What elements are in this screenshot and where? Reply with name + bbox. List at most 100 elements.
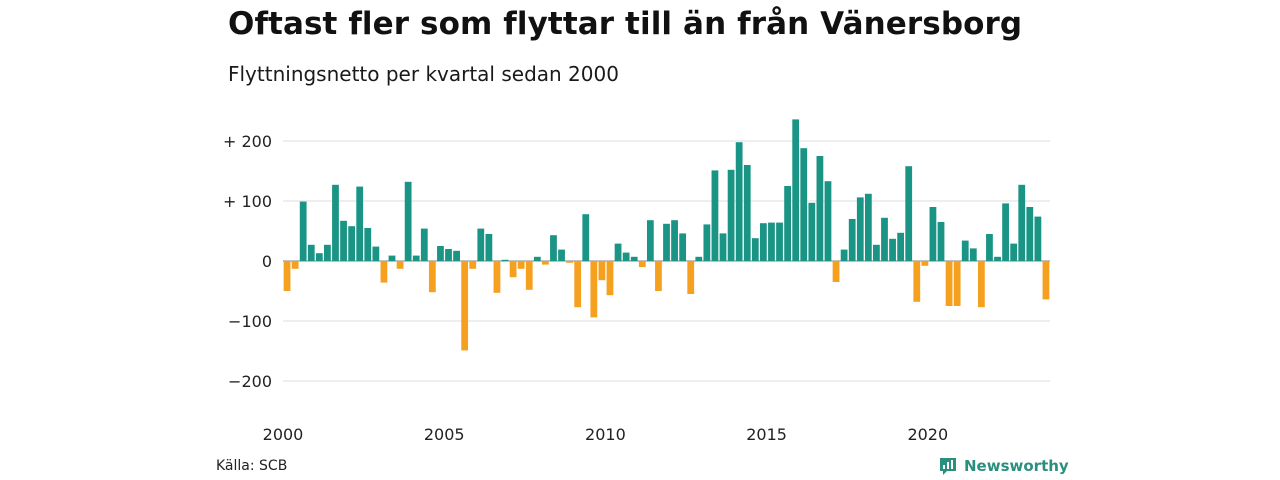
bar [856, 197, 864, 261]
bar [711, 170, 719, 261]
bar [792, 119, 800, 262]
bar [671, 220, 678, 261]
bar [307, 244, 315, 261]
brand-logo[interactable]: Newsworthy [938, 456, 1069, 476]
bar [509, 261, 517, 278]
bar [324, 244, 331, 261]
bar [372, 246, 380, 261]
bar [396, 261, 404, 269]
bar [743, 165, 751, 261]
bar [638, 261, 646, 267]
y-tick-label: + 100 [223, 192, 272, 211]
bar [606, 261, 614, 296]
bar [1002, 203, 1009, 261]
bar [1042, 261, 1050, 300]
bar [299, 201, 307, 261]
x-tick-label: 2020 [907, 425, 948, 444]
bar [461, 261, 469, 351]
bar [453, 250, 460, 261]
bar [913, 261, 921, 302]
newsworthy-logo-icon [940, 458, 956, 475]
bar [558, 249, 565, 261]
bar [977, 261, 985, 308]
bar [1026, 207, 1034, 261]
bar [994, 256, 1001, 261]
bar [332, 184, 339, 261]
bar [864, 193, 872, 261]
bar [687, 261, 695, 294]
bar [986, 234, 993, 261]
x-tick-label: 2010 [585, 425, 626, 444]
bar [590, 261, 598, 318]
x-tick-label: 2005 [424, 425, 465, 444]
bar [808, 202, 816, 261]
y-tick-label: 0 [262, 252, 272, 271]
bar [929, 207, 937, 261]
bar [937, 222, 945, 261]
x-tick-label: 2015 [746, 425, 787, 444]
bar [404, 181, 412, 261]
bar [646, 220, 654, 261]
bar [542, 261, 549, 265]
bar [574, 261, 582, 308]
y-tick-label: + 200 [223, 132, 272, 151]
bar [1018, 184, 1026, 261]
x-tick-label: 2000 [263, 425, 304, 444]
bar [824, 181, 832, 261]
bar [881, 217, 888, 261]
bar [969, 248, 977, 261]
bar [598, 261, 606, 281]
bar [945, 261, 953, 306]
bar [695, 256, 703, 261]
bar [525, 261, 533, 290]
bar [622, 252, 630, 261]
bar [1010, 243, 1018, 261]
bar [776, 222, 783, 261]
bar [961, 240, 969, 261]
bar [759, 223, 767, 261]
bar [420, 228, 428, 261]
source-label: Källa: SCB [216, 458, 288, 474]
bar [380, 261, 388, 283]
bar [493, 261, 501, 293]
bar [388, 255, 396, 261]
bar [784, 186, 791, 261]
bar [315, 253, 323, 261]
bar [897, 232, 905, 261]
bar [412, 255, 420, 261]
bar [348, 226, 356, 261]
bar [953, 261, 961, 306]
bar [840, 249, 848, 261]
bar [445, 249, 452, 261]
bar [655, 261, 662, 291]
bar [356, 186, 364, 261]
bar [582, 214, 590, 261]
bar [921, 261, 929, 266]
bar [663, 223, 670, 261]
bar [283, 261, 291, 291]
bar [873, 244, 880, 261]
bar [889, 238, 896, 261]
bar [848, 219, 856, 261]
bar [550, 235, 557, 261]
bar [800, 148, 808, 261]
bar [679, 233, 687, 261]
bar [364, 228, 372, 261]
bar [751, 238, 759, 261]
bar [614, 243, 622, 261]
chart-title: Oftast fler som flyttar till än från Vän… [228, 6, 1023, 42]
bar [477, 228, 485, 261]
bar [630, 256, 638, 261]
y-tick-label: −100 [228, 312, 272, 331]
bar [291, 261, 299, 269]
brand-name: Newsworthy [964, 457, 1069, 475]
bar [340, 220, 347, 261]
bar [703, 224, 711, 261]
bar [905, 166, 913, 261]
bar [735, 142, 743, 261]
bar [719, 233, 727, 261]
bar [727, 169, 735, 261]
bar [469, 261, 477, 269]
bar [566, 261, 573, 263]
